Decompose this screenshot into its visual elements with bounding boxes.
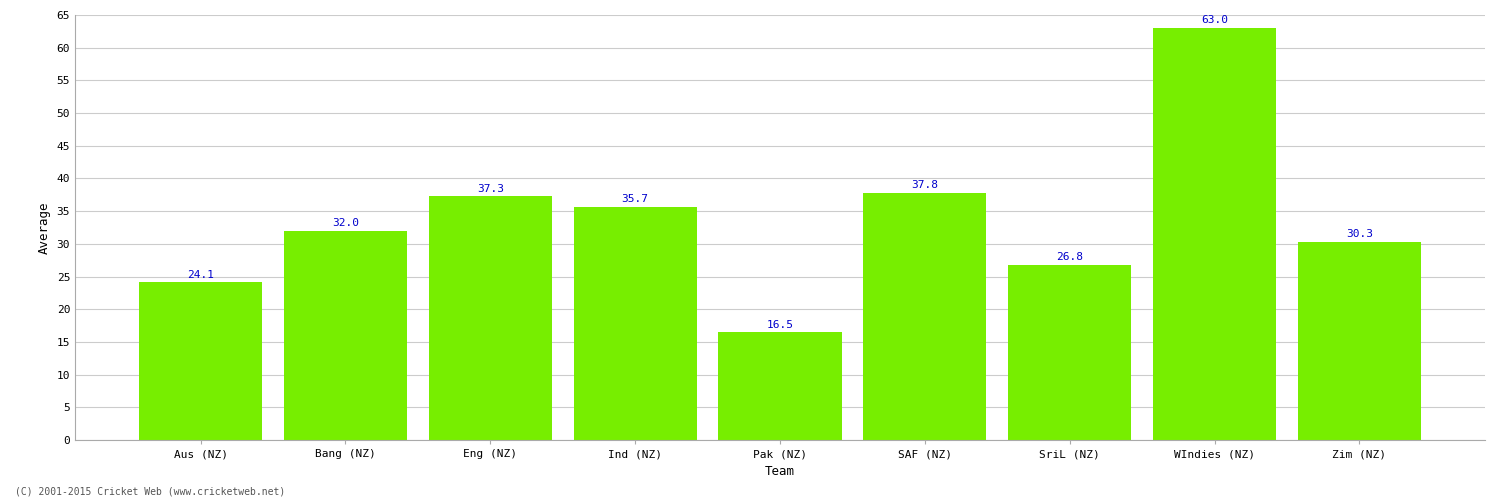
- Bar: [1008, 265, 1131, 440]
- X-axis label: Team: Team: [765, 464, 795, 477]
- Text: 37.3: 37.3: [477, 184, 504, 194]
- Y-axis label: Average: Average: [38, 201, 51, 254]
- Text: 35.7: 35.7: [621, 194, 648, 204]
- Bar: [1154, 28, 1276, 440]
- Text: 24.1: 24.1: [188, 270, 214, 280]
- Text: 26.8: 26.8: [1056, 252, 1083, 262]
- Text: (C) 2001-2015 Cricket Web (www.cricketweb.net): (C) 2001-2015 Cricket Web (www.cricketwe…: [15, 487, 285, 497]
- Text: 16.5: 16.5: [766, 320, 794, 330]
- Bar: [1298, 242, 1420, 440]
- Bar: [864, 193, 987, 440]
- Bar: [140, 282, 262, 440]
- Bar: [284, 231, 406, 440]
- Text: 63.0: 63.0: [1202, 16, 1228, 26]
- Bar: [429, 196, 552, 440]
- Text: 30.3: 30.3: [1346, 230, 1372, 239]
- Text: 32.0: 32.0: [332, 218, 358, 228]
- Bar: [573, 206, 696, 440]
- Text: 37.8: 37.8: [912, 180, 939, 190]
- Bar: [718, 332, 842, 440]
